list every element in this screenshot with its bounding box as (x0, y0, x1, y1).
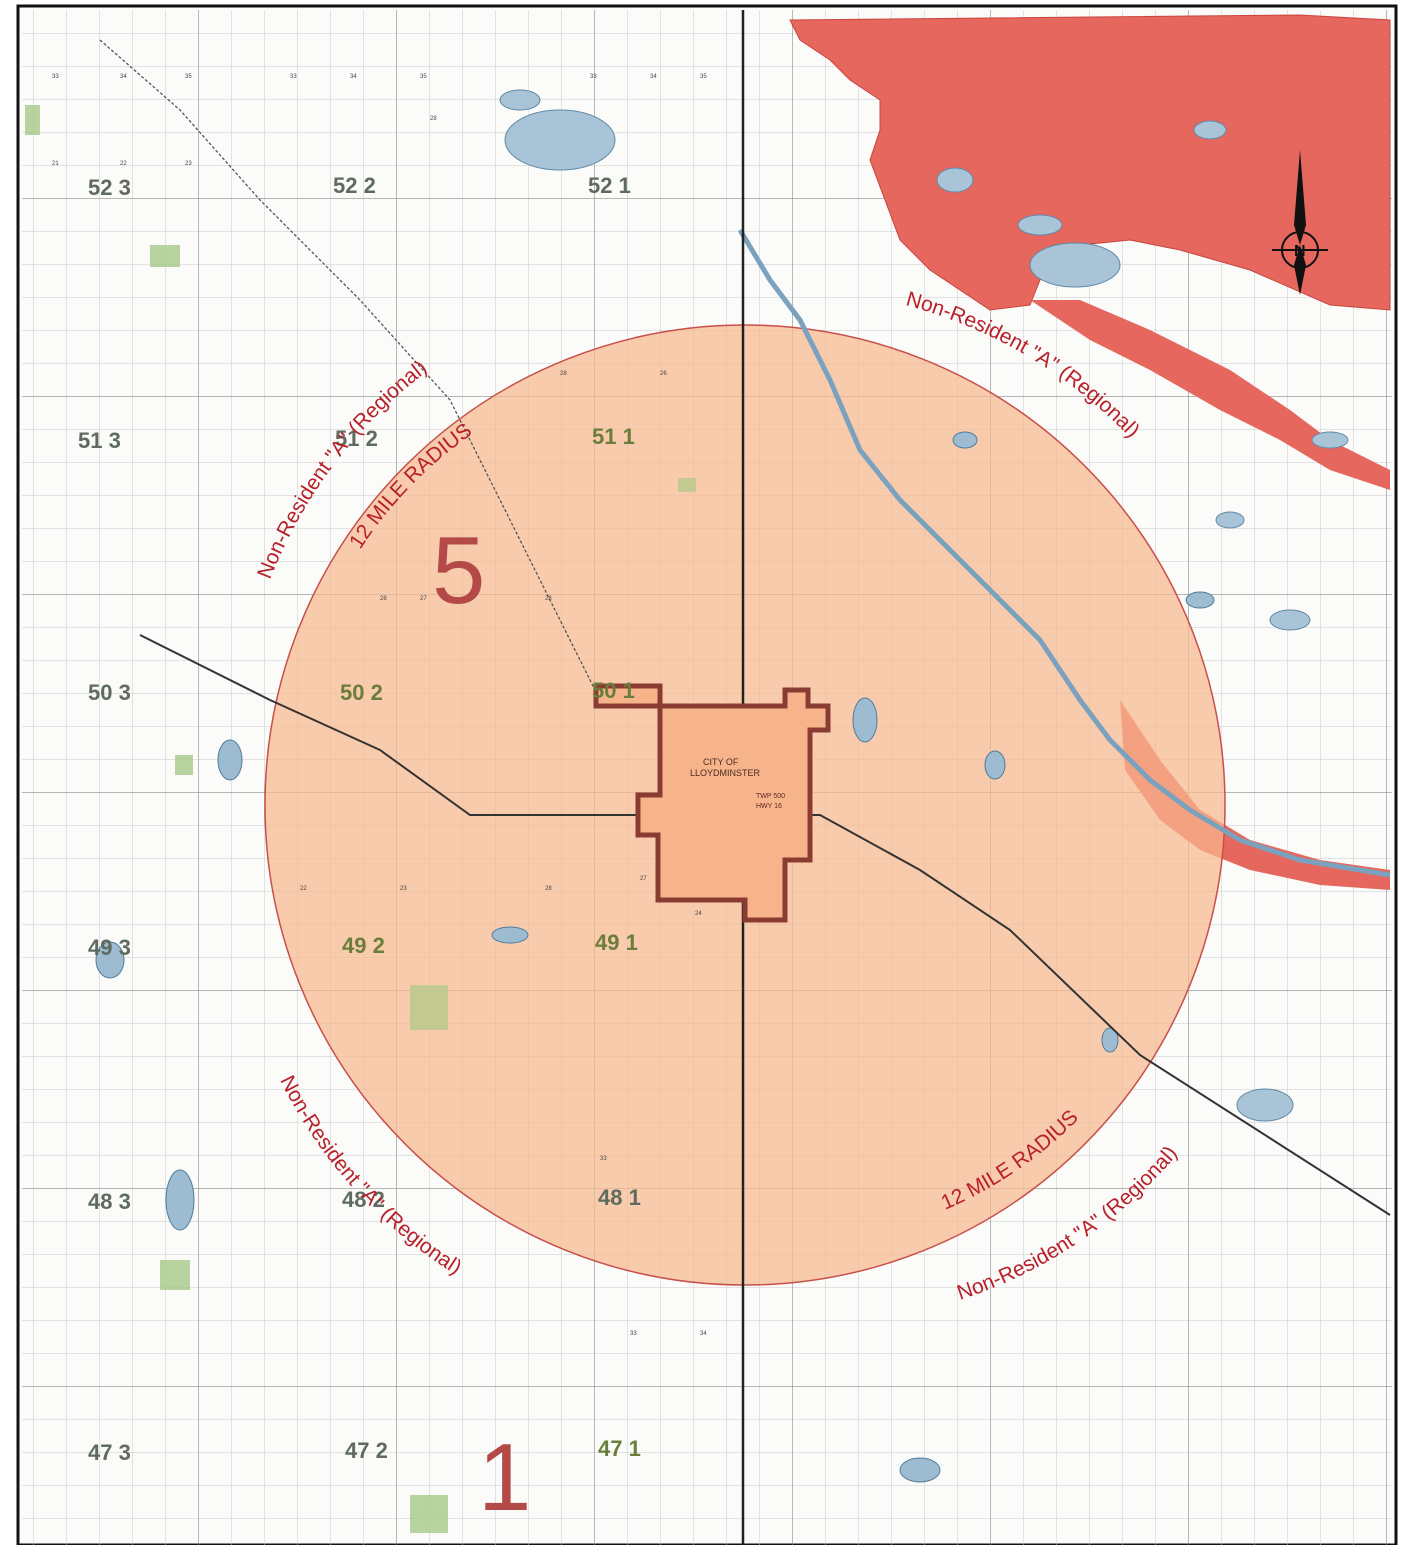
svg-text:34: 34 (700, 1331, 707, 1337)
river (737, 228, 1391, 878)
svg-text:24: 24 (695, 911, 702, 917)
svg-text:33: 33 (290, 74, 297, 80)
svg-text:35: 35 (185, 74, 192, 80)
township-label: 52 2 (333, 173, 376, 198)
north-arrow-letter: N (1294, 243, 1306, 260)
svg-text:33: 33 (590, 74, 597, 80)
svg-text:22: 22 (300, 886, 307, 892)
township-label: 51 2 (335, 426, 378, 451)
township-label: 51 1 (592, 424, 635, 449)
township-labels: 52 3 52 2 52 1 51 3 51 2 51 1 50 3 50 2 … (78, 173, 641, 1465)
svg-text:27: 27 (640, 876, 647, 882)
zone-number-1: 1 (478, 1424, 531, 1531)
township-label: 50 3 (88, 680, 131, 705)
township-label: 48 2 (342, 1187, 385, 1212)
svg-text:27: 27 (420, 596, 427, 602)
svg-text:28: 28 (560, 371, 567, 377)
parcels (25, 105, 696, 1533)
township-label: 49 2 (342, 933, 385, 958)
township-label: 52 1 (588, 173, 631, 198)
svg-text:23: 23 (185, 161, 192, 167)
restricted-area (789, 14, 1391, 311)
svg-text:35: 35 (420, 74, 427, 80)
svg-text:34: 34 (120, 74, 127, 80)
township-label: 49 1 (595, 930, 638, 955)
svg-text:28: 28 (545, 886, 552, 892)
township-label: 50 1 (592, 678, 635, 703)
lakes-scattered (95, 431, 1215, 1483)
city-label-line2: LLOYDMINSTER (690, 768, 761, 778)
township-label: 47 3 (88, 1440, 131, 1465)
township-label: 49 3 (88, 935, 131, 960)
svg-text:35: 35 (700, 74, 707, 80)
zone-number-5: 5 (432, 517, 485, 624)
svg-text:23: 23 (400, 886, 407, 892)
svg-text:28: 28 (430, 116, 437, 122)
township-label: 48 1 (598, 1185, 641, 1210)
township-label: 51 3 (78, 428, 121, 453)
svg-text:34: 34 (650, 74, 657, 80)
svg-text:33: 33 (600, 1156, 607, 1162)
north-arrow-icon: N (1272, 150, 1328, 295)
svg-text:22: 22 (120, 161, 127, 167)
svg-text:33: 33 (630, 1331, 637, 1337)
township-label: 47 2 (345, 1438, 388, 1463)
railway (99, 39, 601, 701)
highway-label-1: TWP 500 (756, 793, 785, 800)
svg-text:28: 28 (380, 596, 387, 602)
svg-text:21: 21 (52, 161, 59, 167)
city-label-line1: CITY OF (703, 757, 739, 767)
svg-text:26: 26 (660, 371, 667, 377)
svg-text:28: 28 (545, 596, 552, 602)
township-label: 47 1 (598, 1436, 641, 1461)
svg-text:34: 34 (350, 74, 357, 80)
city-boundary (593, 683, 831, 923)
restricted-area-river (1030, 300, 1390, 490)
township-label: 50 2 (340, 680, 383, 705)
township-label: 52 3 (88, 175, 131, 200)
lakes-north (499, 89, 1349, 1122)
svg-text:33: 33 (52, 74, 59, 80)
township-label: 48 3 (88, 1189, 131, 1214)
highway-label-2: HWY 16 (756, 803, 782, 810)
section-numbers: 33 34 35 21 22 23 33 34 35 33 34 35 28 28 26 28 27 2… (52, 74, 707, 1337)
